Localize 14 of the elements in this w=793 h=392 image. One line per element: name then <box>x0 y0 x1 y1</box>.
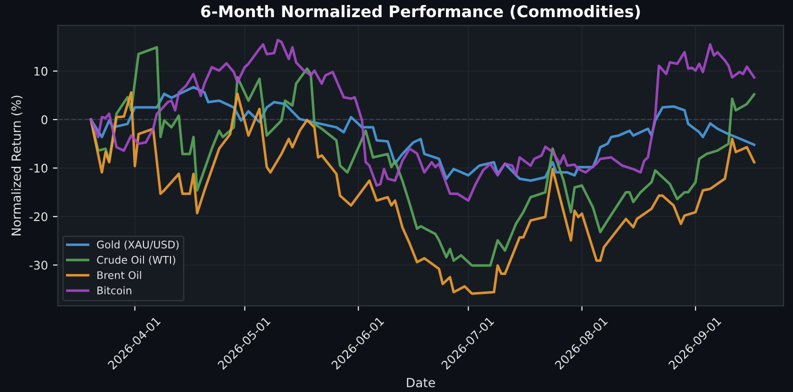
legend-label: Gold (XAU/USD) <box>97 240 179 250</box>
legend-label: Crude Oil (WTI) <box>97 256 176 266</box>
line-series <box>90 91 756 295</box>
y-axis-title: Normalized Return (%) <box>11 96 22 236</box>
legend-label: Brent Oil <box>97 271 142 280</box>
legend-label: Bitcoin <box>97 286 132 294</box>
y-tick-label: 10 <box>34 66 48 76</box>
y-tick-label: -10 <box>29 164 48 173</box>
y-tick-label: -20 <box>29 212 48 222</box>
y-tick-label: 0 <box>41 115 48 124</box>
y-tick-label: -30 <box>29 260 48 270</box>
x-axis-title: Date <box>406 378 435 388</box>
chart-title: 6-Month Normalized Performance (Commodities) <box>201 5 640 20</box>
line-series <box>90 38 756 202</box>
